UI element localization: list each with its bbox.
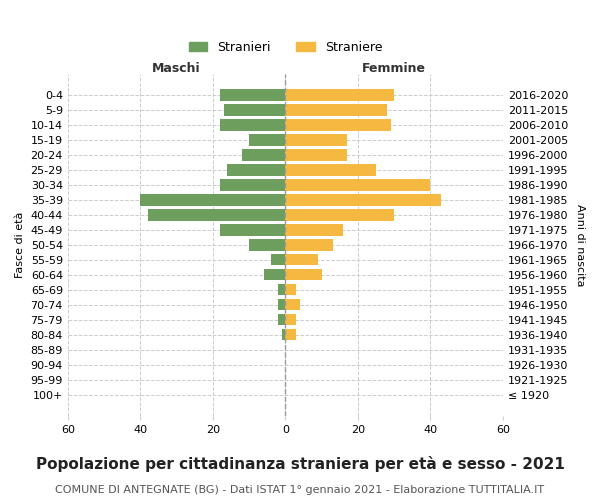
Bar [286,329,296,340]
Bar [224,104,286,116]
Bar [140,194,286,205]
Bar [286,224,343,235]
Bar [286,314,296,326]
Y-axis label: Anni di nascita: Anni di nascita [575,204,585,286]
Legend: Stranieri, Straniere: Stranieri, Straniere [184,36,387,59]
Y-axis label: Fasce di età: Fasce di età [15,212,25,278]
Bar [278,314,286,326]
Bar [263,269,286,280]
Bar [220,90,286,101]
Bar [286,299,300,310]
Text: Femmine: Femmine [362,62,426,76]
Bar [282,329,286,340]
Bar [286,254,318,266]
Bar [286,134,347,145]
Bar [286,194,442,205]
Bar [220,120,286,130]
Bar [227,164,286,175]
Text: Maschi: Maschi [152,62,201,76]
Bar [286,180,430,190]
Bar [286,164,376,175]
Bar [148,210,286,220]
Bar [286,269,322,280]
Bar [271,254,286,266]
Bar [286,90,394,101]
Bar [278,284,286,296]
Text: COMUNE DI ANTEGNATE (BG) - Dati ISTAT 1° gennaio 2021 - Elaborazione TUTTITALIA.: COMUNE DI ANTEGNATE (BG) - Dati ISTAT 1°… [55,485,545,495]
Bar [286,240,332,250]
Bar [242,150,286,160]
Bar [286,210,394,220]
Bar [286,284,296,296]
Bar [286,150,347,160]
Bar [286,120,391,130]
Bar [249,134,286,145]
Text: Popolazione per cittadinanza straniera per età e sesso - 2021: Popolazione per cittadinanza straniera p… [35,456,565,472]
Bar [249,240,286,250]
Bar [220,180,286,190]
Bar [278,299,286,310]
Bar [220,224,286,235]
Bar [286,104,387,116]
